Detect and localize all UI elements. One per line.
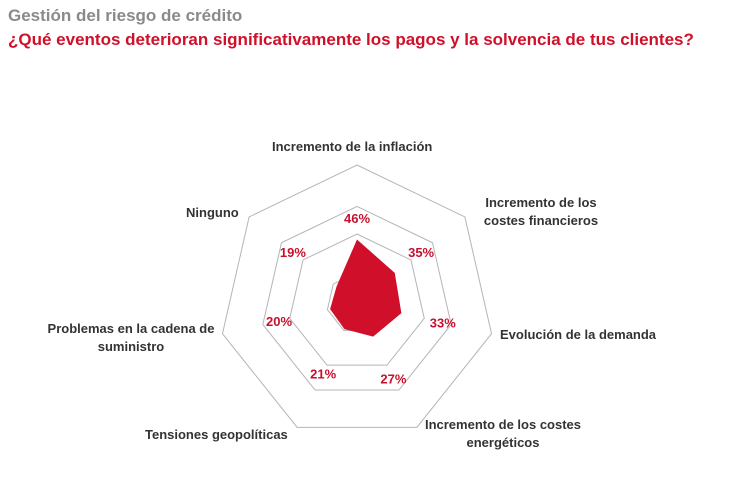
axis-label-costes-energeticos: Incremento de los costes energéticos (424, 417, 582, 450)
axis-label-ninguno: Ninguno (186, 205, 239, 220)
data-label: 21% (310, 366, 336, 381)
axis-label-costes-financieros: Incremento de los costes financieros (483, 195, 599, 228)
grid-ring-2 (262, 205, 452, 391)
axis-label-inflacion: Incremento de la inflación (272, 139, 433, 154)
data-label: 19% (280, 245, 306, 260)
data-area (330, 239, 402, 337)
chart-subtitle: ¿Qué eventos deterioran significativamen… (8, 30, 694, 49)
grid-ring-1 (289, 233, 425, 366)
axis-label-geopoliticas: Tensiones geopolíticas (145, 427, 288, 442)
axis-label-demanda: Evolución de la demanda (500, 327, 657, 342)
data-label: 46% (344, 211, 370, 226)
data-label: 35% (408, 245, 434, 260)
axis-label-cadena-suministro: Problemas en la cadena de suministro (47, 321, 215, 354)
data-label: 20% (266, 314, 292, 329)
grid-ring-3 (221, 164, 493, 428)
data-label: 33% (430, 316, 456, 331)
chart-title: Gestión del riesgo de crédito (8, 6, 243, 25)
data-label: 27% (380, 372, 406, 387)
